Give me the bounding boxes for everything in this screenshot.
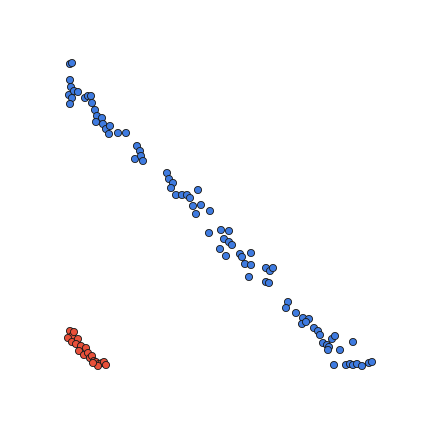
scatter-point xyxy=(237,252,247,262)
scatter-point xyxy=(323,345,333,355)
scatter-point xyxy=(91,117,101,127)
scatter-point xyxy=(216,225,226,235)
scatter-point xyxy=(65,75,75,85)
scatter-point xyxy=(221,251,231,261)
scatter-point xyxy=(330,331,340,341)
scatter-point xyxy=(193,185,203,195)
scatter-point xyxy=(329,360,339,370)
scatter-point xyxy=(281,303,291,313)
series-0 xyxy=(64,58,377,371)
scatter-point xyxy=(291,308,301,318)
scatter-point xyxy=(224,226,234,236)
scatter-point xyxy=(185,193,195,203)
scatter-point xyxy=(215,244,225,254)
scatter-point xyxy=(227,240,237,250)
plot-area xyxy=(63,58,377,371)
scatter-point xyxy=(205,206,215,216)
scatter-point xyxy=(244,272,254,282)
scatter-point xyxy=(73,87,83,97)
scatter-point xyxy=(101,360,111,370)
scatter-point xyxy=(268,263,278,273)
scatter-point xyxy=(166,183,176,193)
scatter-point xyxy=(138,156,148,166)
scatter-point xyxy=(196,200,206,210)
series-1 xyxy=(63,326,111,371)
scatter-point xyxy=(315,330,325,340)
scatter-point xyxy=(104,129,114,139)
scatter-point xyxy=(86,91,96,101)
scatter-point xyxy=(88,358,98,368)
scatter-point xyxy=(246,260,256,270)
scatter-point xyxy=(87,98,97,108)
scatter-point xyxy=(67,58,77,68)
scatter-point xyxy=(188,201,198,211)
scatter-point xyxy=(357,361,367,371)
scatter-point xyxy=(301,317,311,327)
scatter-point xyxy=(367,357,377,367)
scatter-point xyxy=(204,228,214,238)
scatter-point xyxy=(121,128,131,138)
scatter-point xyxy=(191,209,201,219)
scatter-point xyxy=(65,99,75,109)
scatter-point xyxy=(264,278,274,288)
scatter-point xyxy=(348,337,358,347)
scatter-point xyxy=(246,248,256,258)
scatter-point xyxy=(69,327,79,337)
scatter-point xyxy=(335,345,345,355)
scatter-point xyxy=(105,121,115,131)
scatter-point xyxy=(113,128,123,138)
